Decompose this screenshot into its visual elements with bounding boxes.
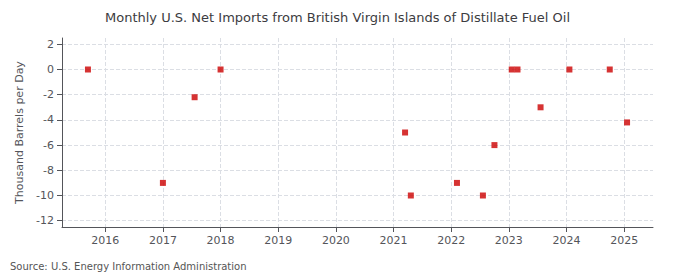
svg-text:-2: -2 — [43, 88, 54, 101]
svg-text:-4: -4 — [43, 113, 54, 126]
svg-text:2017: 2017 — [149, 234, 177, 247]
svg-text:2021: 2021 — [380, 234, 408, 247]
svg-text:2: 2 — [47, 38, 54, 51]
svg-text:-8: -8 — [43, 164, 54, 177]
svg-text:2025: 2025 — [610, 234, 638, 247]
svg-text:2024: 2024 — [553, 234, 581, 247]
svg-text:2023: 2023 — [495, 234, 523, 247]
svg-text:Monthly U.S. Net Imports from: Monthly U.S. Net Imports from British Vi… — [105, 10, 570, 25]
svg-text:Source: U.S. Energy Informatio: Source: U.S. Energy Information Administ… — [10, 261, 247, 272]
svg-text:-10: -10 — [36, 189, 54, 202]
svg-text:-12: -12 — [36, 214, 54, 227]
svg-text:2019: 2019 — [264, 234, 292, 247]
svg-text:2016: 2016 — [91, 234, 119, 247]
svg-text:Thousand Barrels per Day: Thousand Barrels per Day — [13, 61, 26, 205]
svg-text:2020: 2020 — [322, 234, 350, 247]
svg-text:2018: 2018 — [207, 234, 235, 247]
svg-text:0: 0 — [47, 63, 54, 76]
svg-text:-6: -6 — [43, 139, 54, 152]
svg-text:2022: 2022 — [437, 234, 465, 247]
